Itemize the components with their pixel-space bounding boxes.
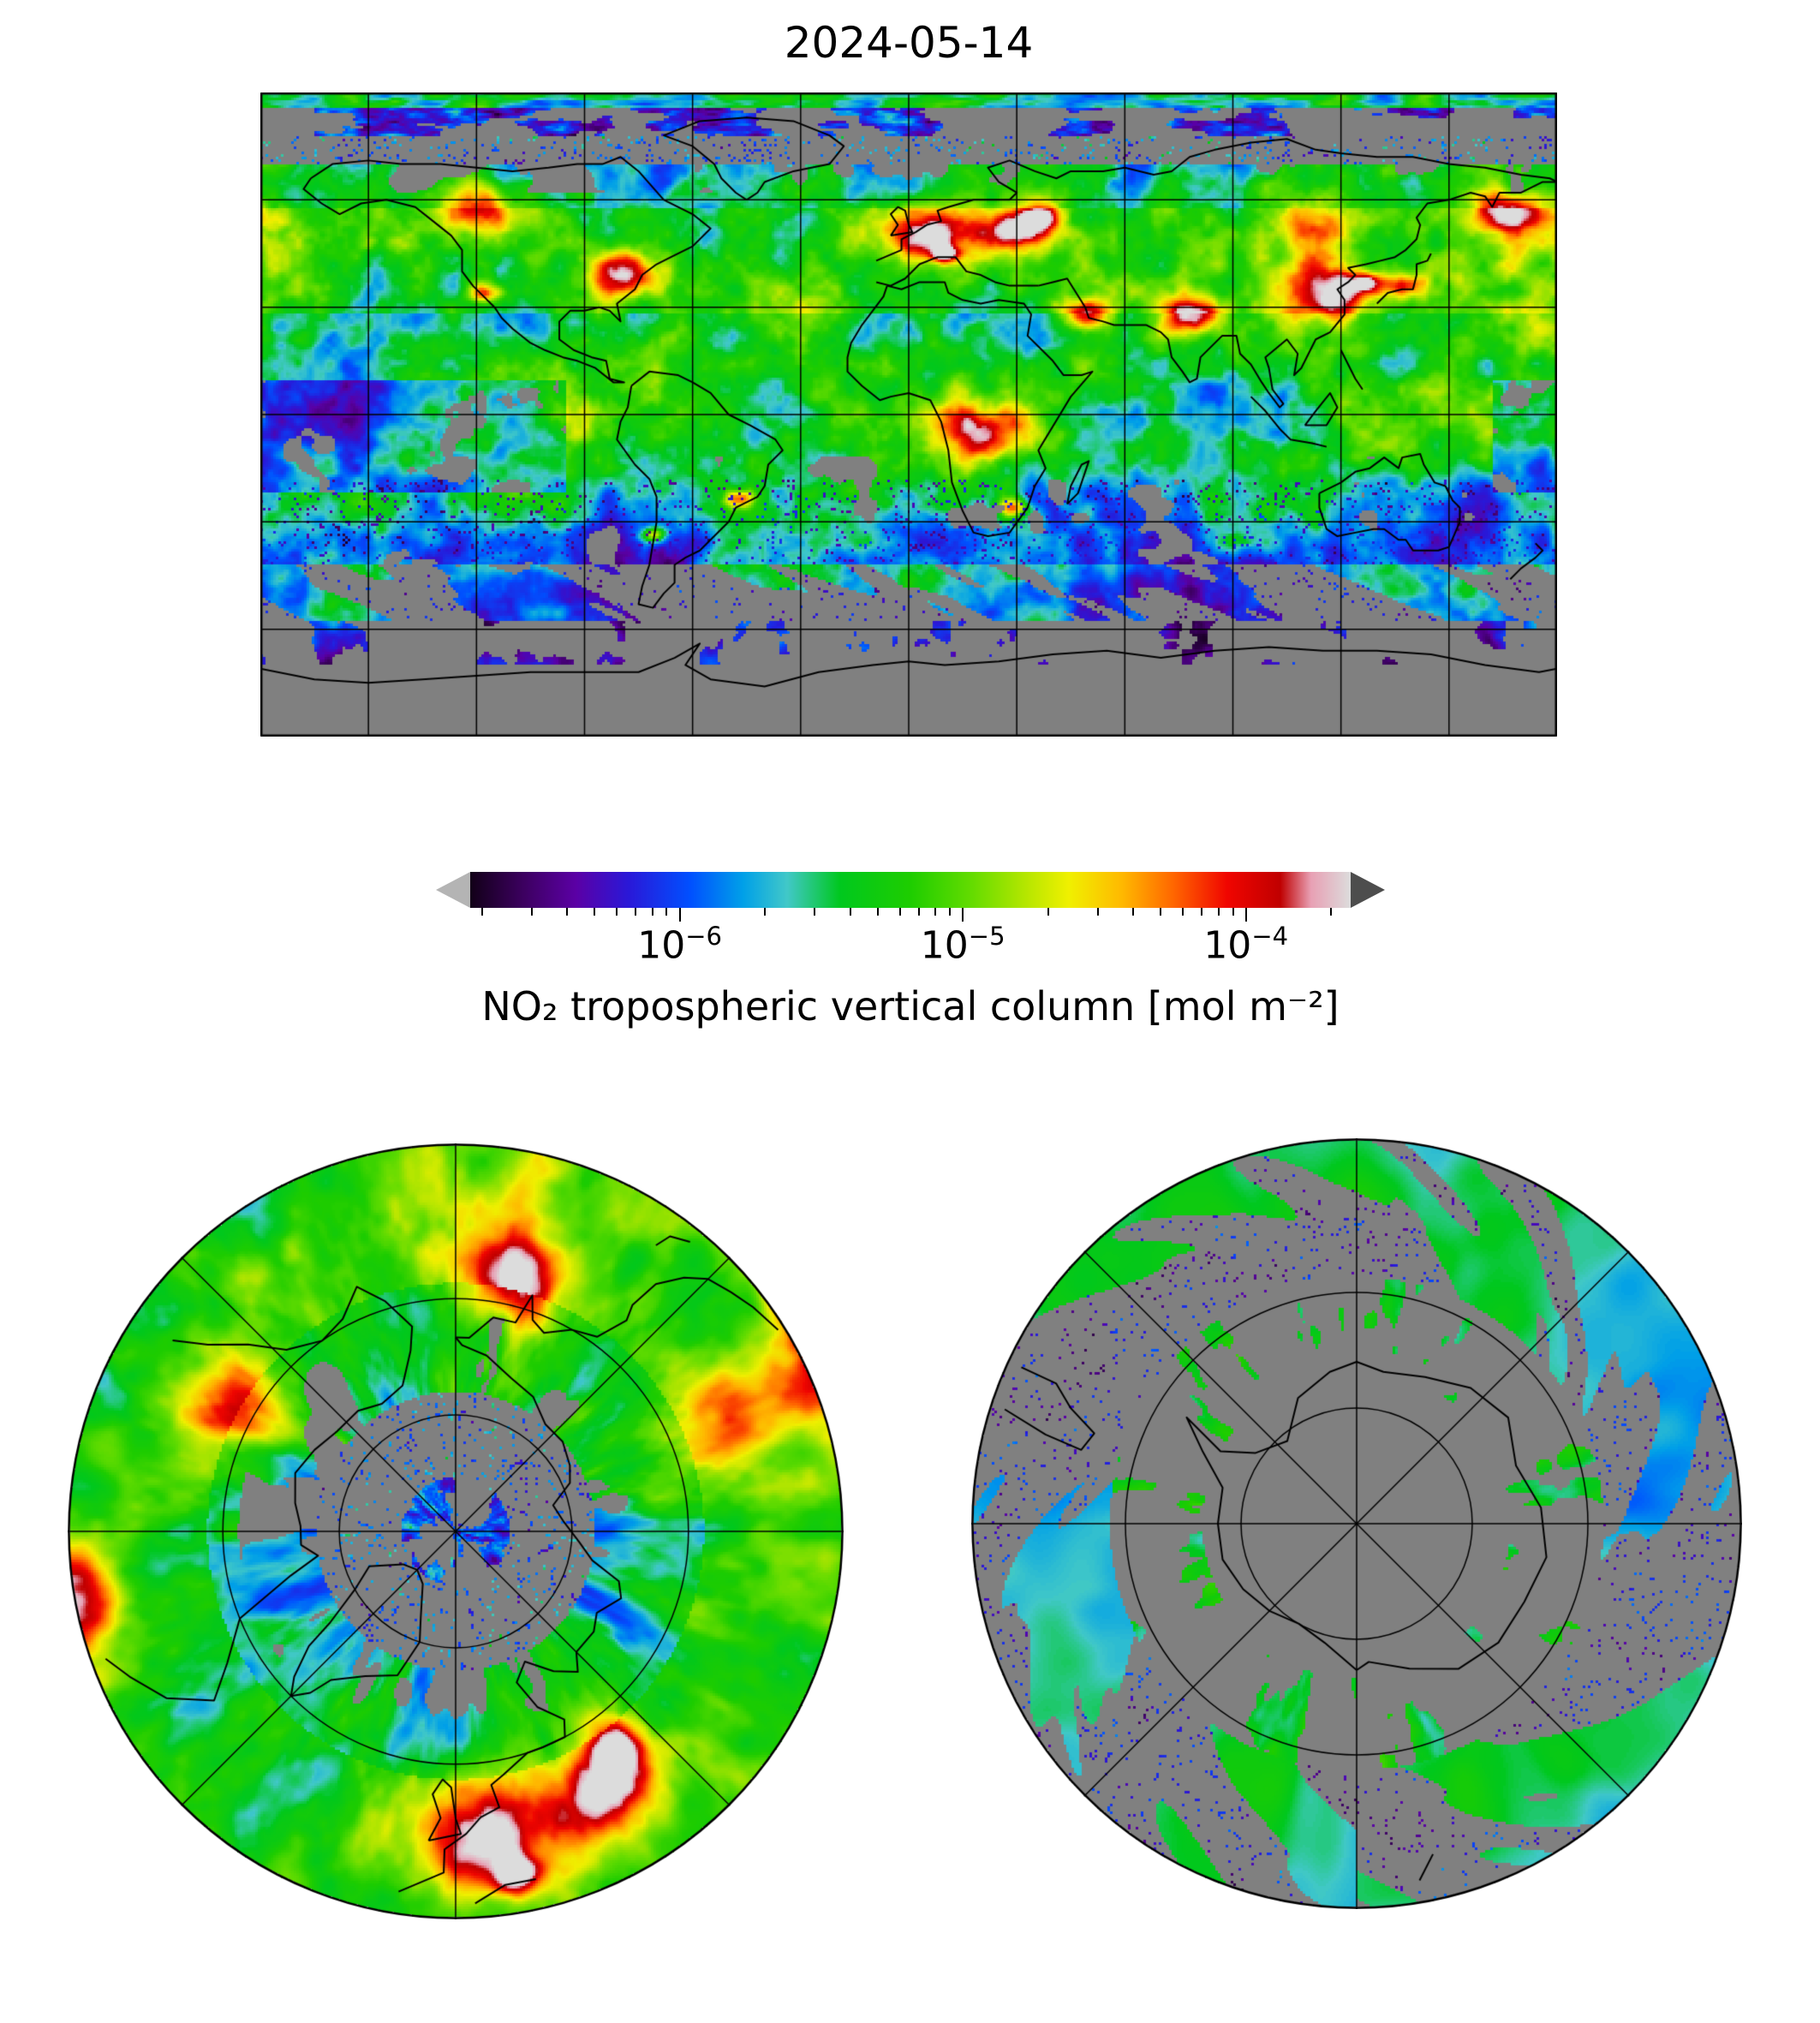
colorbar-minor-tick [651,908,653,916]
colorbar-label: NO₂ tropospheric vertical column [mol m⁻… [481,983,1340,1029]
north-polar-map [68,1143,844,1919]
colorbar-minor-tick [665,908,668,916]
colorbar-major-tick [962,908,964,922]
colorbar-major-tick [1244,908,1247,922]
colorbar-major-tick [678,908,681,922]
colorbar-minor-tick [849,908,851,916]
colorbar-minor-tick [1330,908,1333,916]
colorbar-minor-tick [934,908,937,916]
colorbar-minor-tick [480,908,483,916]
colorbar-tick-label: 10−6 [637,922,722,968]
colorbar-minor-tick [1132,908,1135,916]
colorbar-minor-tick [1047,908,1049,916]
colorbar-minor-tick [594,908,596,916]
colorbar-minor-tick [1201,908,1203,916]
colorbar-minor-tick [949,908,952,916]
colorbar-gradient [470,872,1351,908]
colorbar-minor-tick [876,908,879,916]
colorbar-minor-tick [764,908,767,916]
colorbar-minor-tick [814,908,816,916]
colorbar-over-range-arrow [1351,872,1385,908]
colorbar-minor-tick [917,908,920,916]
colorbar-minor-tick [530,908,533,916]
colorbar-minor-tick [635,908,637,916]
colorbar-minor-tick [1096,908,1099,916]
colorbar-minor-tick [616,908,618,916]
colorbar-minor-tick [1232,908,1234,916]
global-map [260,92,1557,737]
south-polar-map [971,1138,1742,1909]
colorbar-minor-tick [1160,908,1162,916]
colorbar-under-range-arrow [436,872,470,908]
colorbar-minor-tick [566,908,569,916]
colorbar-tick-label: 10−5 [920,922,1005,968]
colorbar-tick-label: 10−4 [1203,922,1289,968]
colorbar-minor-tick [1182,908,1184,916]
figure-title: 2024-05-14 [784,18,1034,68]
colorbar-minor-tick [898,908,901,916]
colorbar-minor-tick [1217,908,1220,916]
